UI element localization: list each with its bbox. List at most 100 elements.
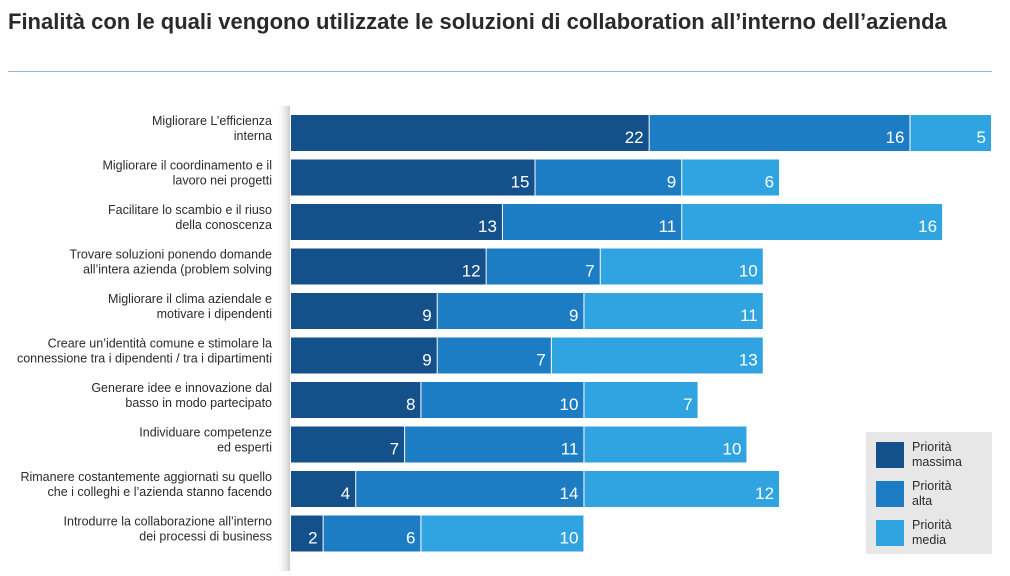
axis-shadow (276, 106, 290, 571)
bar-1-10 (291, 515, 323, 552)
bar-2-4 (486, 248, 600, 285)
bar-1-3 (291, 204, 502, 240)
bar-3-9 (584, 471, 780, 507)
category-label-line: ed esperti (217, 441, 272, 455)
bar-value-label: 7 (536, 351, 545, 370)
bar-1-4 (291, 248, 486, 285)
category-label: Facilitare lo scambio e il riuso della co… (108, 203, 272, 232)
bar-value-label: 9 (667, 173, 676, 192)
category-label-line: Introdurre la collaborazione all’interno (64, 515, 273, 529)
category-label-layer: Migliorare L’efficienza internaMigliorare… (17, 114, 272, 544)
bar-value-label: 16 (918, 217, 937, 236)
category-label-line: Rimanere costantemente aggiornati su que… (20, 470, 272, 484)
bar-1-6 (291, 337, 437, 374)
bar-2-7 (421, 382, 584, 418)
bar-1-5 (291, 293, 437, 329)
bar-2-2 (535, 159, 682, 196)
bar-1-7 (291, 382, 421, 418)
category-label: Trovare soluzioni ponendo domande all’int… (70, 248, 272, 277)
bar-value-label: 4 (341, 484, 350, 503)
bar-value-label: 10 (560, 529, 579, 548)
bar-value-label: 9 (422, 351, 431, 370)
bar-1-2 (291, 159, 535, 196)
legend-label: Priorità alta (912, 479, 952, 508)
bar-value-label: 7 (390, 440, 399, 459)
bar-3-3 (682, 204, 943, 240)
bar-3-5 (584, 293, 763, 329)
chart-title: Finalità con le quali vengono utilizzate… (8, 9, 947, 34)
legend-label: Priorità media (912, 518, 952, 547)
category-label-line: Trovare soluzioni ponendo domande (70, 248, 272, 262)
legend-label-line: media (912, 533, 946, 547)
bar-value-label: 9 (569, 306, 578, 325)
legend-label-line: alta (912, 494, 932, 508)
category-label-line: dei processi di business (139, 530, 272, 544)
category-label-line: lavoro nei progetti (173, 174, 272, 188)
category-label-line: connessione tra i dipendenti / tra i dip… (17, 352, 272, 366)
category-label-line: Migliorare L’efficienza (152, 114, 272, 128)
category-label-line: Individuare competenze (139, 426, 272, 440)
bar-value-label: 10 (560, 395, 579, 414)
category-label: Individuare competenze ed esperti (139, 426, 272, 455)
bar-value-label: 12 (755, 484, 774, 503)
category-label-line: motivare i dipendenti (157, 307, 272, 321)
bar-value-label: 10 (739, 262, 758, 281)
bar-3-2 (682, 159, 780, 196)
legend-label-line: massima (912, 455, 962, 469)
bar-2-9 (356, 471, 584, 507)
bar-1-9 (291, 471, 356, 507)
category-label: Migliorare il coordinamento e il lavoro n… (102, 159, 272, 188)
bar-2-10 (323, 515, 421, 552)
bar-2-8 (405, 426, 584, 463)
category-label-line: Creare un’identità comune e stimolare la (48, 337, 272, 351)
category-label-line: interna (234, 129, 272, 143)
bar-value-label: 7 (683, 395, 692, 414)
bar-value-label: 22 (625, 128, 644, 147)
legend-label-line: Priorità (912, 518, 952, 532)
bar-value-label: 12 (462, 262, 481, 281)
bar-value-label: 11 (659, 217, 677, 236)
bar-3-1 (910, 115, 991, 151)
category-label: Migliorare il clima aziendale e motivare … (108, 292, 272, 321)
bar-layer: 22 16 5 15 9 6 13 11 16 12 7 10 9 9 11 9 7 13 8 10 7 7 11 10 4 14… (291, 115, 991, 552)
category-label: Generare idee e innovazione dal basso in … (91, 381, 272, 410)
bar-value-label: 9 (422, 306, 431, 325)
bar-value-label: 8 (406, 395, 415, 414)
bar-value-label: 16 (886, 128, 905, 147)
bar-3-10 (421, 515, 584, 552)
bar-value-label: 11 (561, 440, 579, 459)
bar-3-6 (551, 337, 763, 374)
category-label-line: all’intera azienda (problem solving (83, 263, 272, 277)
bar-value-label: 15 (511, 173, 530, 192)
legend-label-line: Priorità (912, 479, 952, 493)
legend-label: Priorità massima (912, 440, 962, 469)
bar-2-5 (437, 293, 584, 329)
bar-2-1 (649, 115, 910, 151)
category-label: Migliorare L’efficienza interna (152, 114, 272, 143)
bar-2-6 (437, 337, 551, 374)
legend-swatch (876, 481, 904, 507)
bar-value-label: 10 (723, 440, 742, 459)
bar-value-label: 7 (585, 262, 594, 281)
category-label-line: che i colleghi e l’azienda stanno facend… (48, 485, 273, 499)
bar-3-7 (584, 382, 698, 418)
bar-2-3 (502, 204, 682, 240)
category-label-line: Generare idee e innovazione dal (91, 381, 272, 395)
category-label: Creare un’identità comune e stimolare la… (17, 337, 272, 366)
legend-swatch (876, 520, 904, 546)
bar-value-label: 14 (560, 484, 579, 503)
category-label: Introdurre la collaborazione all’interno… (64, 515, 273, 544)
bar-value-label: 13 (739, 351, 758, 370)
title-divider (8, 71, 992, 72)
bar-1-8 (291, 426, 405, 463)
category-label-line: basso in modo partecipato (125, 396, 272, 410)
bar-value-label: 2 (308, 529, 317, 548)
bar-3-4 (600, 248, 763, 285)
bar-value-label: 13 (478, 217, 497, 236)
category-label: Rimanere costantemente aggiornati su que… (20, 470, 272, 499)
category-label-line: Facilitare lo scambio e il riuso (108, 203, 272, 217)
bar-value-label: 6 (765, 173, 774, 192)
bar-value-label: 5 (977, 128, 986, 147)
